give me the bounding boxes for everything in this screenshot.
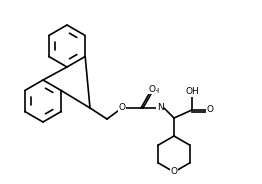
Text: O: O — [149, 84, 156, 93]
Text: OH: OH — [185, 88, 199, 96]
Text: O: O — [171, 167, 177, 176]
Text: O: O — [206, 105, 214, 114]
Text: O: O — [149, 84, 156, 93]
Text: O: O — [118, 103, 125, 112]
Text: O: O — [206, 105, 214, 114]
Text: N: N — [157, 103, 163, 112]
Text: O: O — [118, 103, 125, 112]
Text: OH: OH — [185, 88, 199, 96]
Text: O: O — [171, 167, 177, 176]
Text: H: H — [153, 88, 159, 94]
Text: N: N — [157, 103, 163, 112]
